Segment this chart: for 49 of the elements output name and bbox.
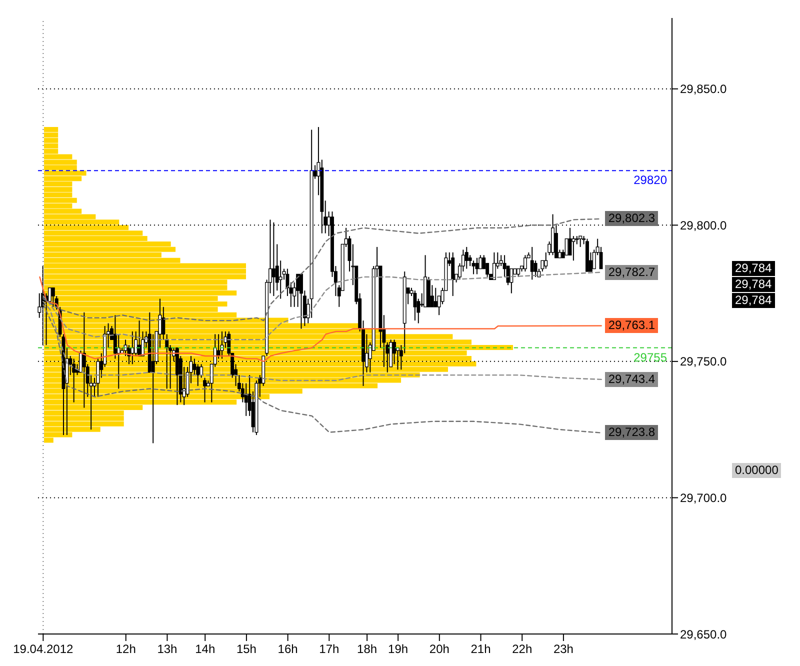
- x-tick-label: 19h: [388, 642, 408, 656]
- line-series: [42, 218, 602, 322]
- x-tick-label: 23h: [553, 642, 574, 656]
- data-label: 29,743.4: [605, 372, 658, 387]
- x-tick-label: 15h: [236, 642, 256, 656]
- data-label: 29,723.8: [605, 425, 658, 440]
- candlestick: [296, 274, 300, 308]
- ref-line-label: 29820: [634, 173, 668, 188]
- y-tick-label: 29,850.0: [680, 82, 728, 96]
- candlestick: [51, 287, 55, 308]
- y-tick-label: 29,750.0: [680, 354, 728, 369]
- candlestick: [534, 260, 538, 278]
- candlestick: [510, 268, 514, 294]
- text: 29,784: [732, 277, 775, 292]
- candlestick: [300, 274, 303, 330]
- y-tick-label: 29,650.0: [680, 627, 728, 642]
- x-tick-label: 22h: [512, 642, 532, 656]
- ref-line-label: 29755: [634, 350, 668, 364]
- text: 0.00000: [732, 463, 782, 478]
- text: 29,784: [732, 261, 775, 276]
- candlestick: [492, 252, 496, 280]
- candlestick: [530, 246, 534, 280]
- candlestick: [464, 246, 468, 270]
- candlestick: [451, 252, 455, 297]
- candlestick: [475, 257, 479, 275]
- data-label: 29,802.3: [605, 211, 658, 226]
- y-tick-label: 29,700.0: [680, 490, 728, 505]
- candlestick: [578, 236, 582, 248]
- candlestick: [151, 334, 155, 444]
- data-label: 29,763.1: [605, 318, 658, 334]
- x-tick-label: 20h: [429, 642, 450, 656]
- x-tick-label: 12h: [116, 642, 136, 656]
- x-tick-label: 17h: [319, 642, 340, 656]
- candlestick: [434, 287, 438, 308]
- y-tick-label: 29,800.0: [680, 218, 728, 232]
- candlestick: [278, 260, 282, 300]
- x-tick-label: 16h: [278, 642, 298, 656]
- data-label: 29,782.7: [605, 264, 658, 280]
- candlestick: [203, 377, 206, 403]
- x-tick-label: 18h: [357, 642, 378, 656]
- x-tick-label: 19.04.2012: [13, 642, 74, 656]
- candlestick: [564, 238, 568, 256]
- x-tick-label: 13h: [157, 642, 178, 656]
- candlestick: [572, 236, 576, 262]
- x-tick-label: 21h: [470, 642, 491, 656]
- x-tick-label: 14h: [195, 642, 216, 656]
- text: 29,784: [732, 293, 775, 308]
- candlestick: [413, 290, 417, 322]
- candlestick: [523, 254, 527, 272]
